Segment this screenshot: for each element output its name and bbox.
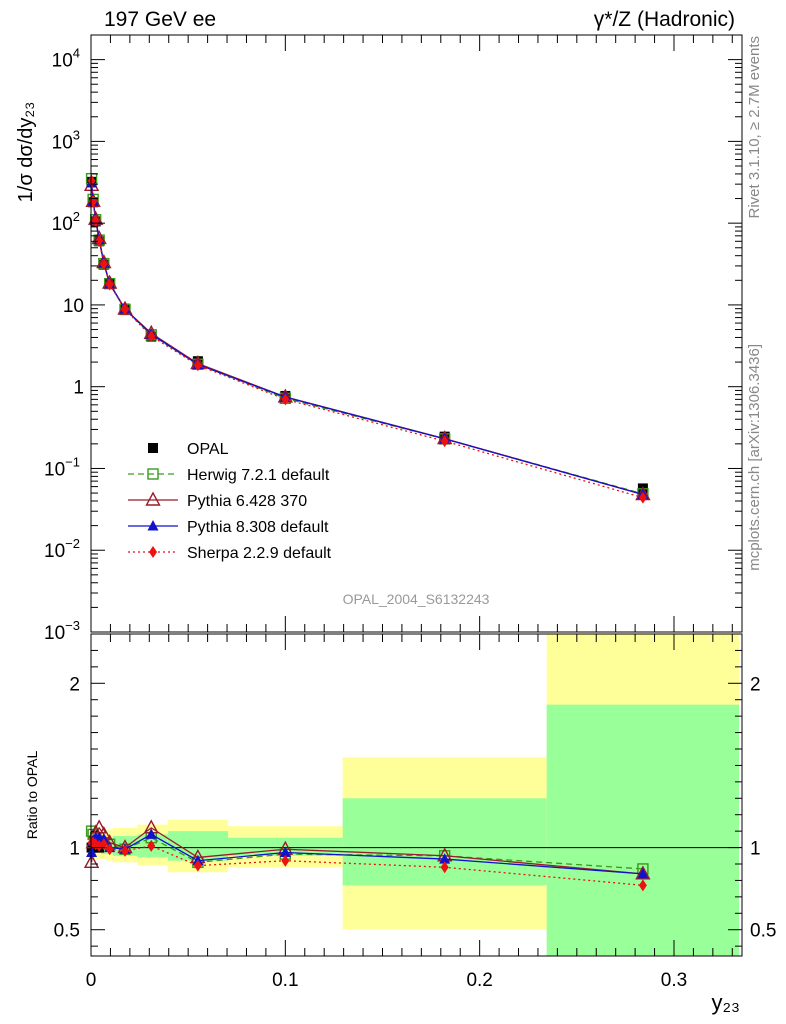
series-sherpa xyxy=(87,174,647,504)
ratio-point-sherpa xyxy=(147,839,156,852)
legend-marker-pythia6 xyxy=(145,491,161,506)
main-ytick-label: 103 xyxy=(52,127,80,153)
series-line-pythia6 xyxy=(90,185,644,496)
xtick-label: 0.1 xyxy=(272,970,298,991)
main-ytick-label: 10−3 xyxy=(44,618,80,644)
ratio-point-pythia8 xyxy=(86,846,98,857)
ratio-point-pythia8 xyxy=(637,867,649,879)
point-sherpa xyxy=(95,234,104,247)
series-line-sherpa xyxy=(90,180,644,499)
point-sherpa xyxy=(105,278,114,291)
ratio-point-sherpa xyxy=(638,879,647,892)
ratio-ylabel: Ratio to OPAL xyxy=(24,751,40,840)
main-ytick-label: 10−1 xyxy=(44,454,80,480)
point-sherpa xyxy=(121,303,130,316)
ratio-ytick-label-right: 0.5 xyxy=(750,921,776,942)
series-line-pythia8 xyxy=(90,182,644,496)
ratio-point-pythia6 xyxy=(635,865,651,880)
main-ylabel: 1/σ dσ/dy₂₃ xyxy=(15,102,37,203)
legend-marker-opal xyxy=(148,443,158,453)
ratio-frame xyxy=(90,633,743,957)
rivet-label: Rivet 3.1.10, ≥ 2.7M events xyxy=(746,36,763,219)
header-right: γ*/Z (Hadronic) xyxy=(594,8,735,31)
series-herwig xyxy=(85,172,649,500)
ratio-point-sherpa xyxy=(121,844,130,857)
ratio-point-pythia8 xyxy=(145,828,157,839)
ratio-point-sherpa xyxy=(105,843,114,856)
ratio-point-pythia8 xyxy=(279,846,291,857)
ratio-line-herwig xyxy=(90,830,643,870)
legend-label-herwig: Herwig 7.2.1 default xyxy=(187,467,330,484)
header-left: 197 GeV ee xyxy=(104,8,216,31)
legend-label-pythia6: Pythia 6.428 370 xyxy=(187,493,307,510)
x-axis-label: y₂₃ xyxy=(712,990,741,1015)
ratio-ytick-label-right: 1 xyxy=(750,839,761,860)
main-ytick-label: 102 xyxy=(52,209,80,235)
band-inner xyxy=(546,704,740,956)
main-ytick-label: 10−2 xyxy=(44,536,80,562)
point-sherpa xyxy=(147,330,156,343)
point-sherpa xyxy=(193,359,202,372)
legend: OPAL Herwig 7.2.1 default Pythia 6.428 370… xyxy=(128,441,332,562)
source-label: mcplots.cern.ch [arXiv:1306.3436] xyxy=(746,344,763,571)
ratio-point-sherpa xyxy=(281,854,290,867)
xtick-label: 0 xyxy=(86,970,97,991)
series-opal xyxy=(86,176,648,494)
point-sherpa xyxy=(281,393,290,406)
xtick-label: 0.3 xyxy=(661,970,687,991)
point-sherpa xyxy=(440,435,449,448)
legend-marker-herwig xyxy=(147,468,159,480)
point-sherpa xyxy=(99,258,108,271)
legend-label-pythia8: Pythia 8.308 default xyxy=(187,519,329,536)
legend-marker-sherpa xyxy=(149,546,157,558)
ratio-ytick-label: 1 xyxy=(69,839,80,860)
legend-label-sherpa: Sherpa 2.2.9 default xyxy=(187,545,332,562)
series-pythia6 xyxy=(83,176,651,501)
series-line-herwig xyxy=(90,178,644,495)
point-sherpa xyxy=(91,214,100,227)
legend-label-opal: OPAL xyxy=(187,441,229,458)
ratio-point-pythia8 xyxy=(439,853,451,864)
ratio-point-sherpa xyxy=(193,859,202,872)
series-pythia8 xyxy=(86,176,649,500)
legend-marker-pythia8 xyxy=(147,520,159,531)
ratio-ytick-label: 2 xyxy=(69,674,80,695)
watermark: OPAL_2004_S6132243 xyxy=(343,591,490,607)
ratio-ytick-label: 0.5 xyxy=(54,921,80,942)
main-frame xyxy=(90,34,743,633)
ratio-point-pythia6 xyxy=(83,853,100,869)
main-ytick-label: 104 xyxy=(52,46,80,72)
ratio-panel: 0.5 0.5 1 1 2 2 0 0.1 0.2 0.3 Ratio to OPAL y₂₃ xyxy=(24,633,776,1015)
ratio-series-pythia8 xyxy=(86,828,649,879)
point-sherpa xyxy=(638,491,647,504)
main-ytick-label: 10 xyxy=(63,296,84,317)
ratio-point-sherpa xyxy=(440,861,449,874)
xtick-label: 0.2 xyxy=(466,970,492,991)
ratio-ytick-label-right: 2 xyxy=(750,674,761,695)
main-ytick-label: 1 xyxy=(73,378,84,399)
